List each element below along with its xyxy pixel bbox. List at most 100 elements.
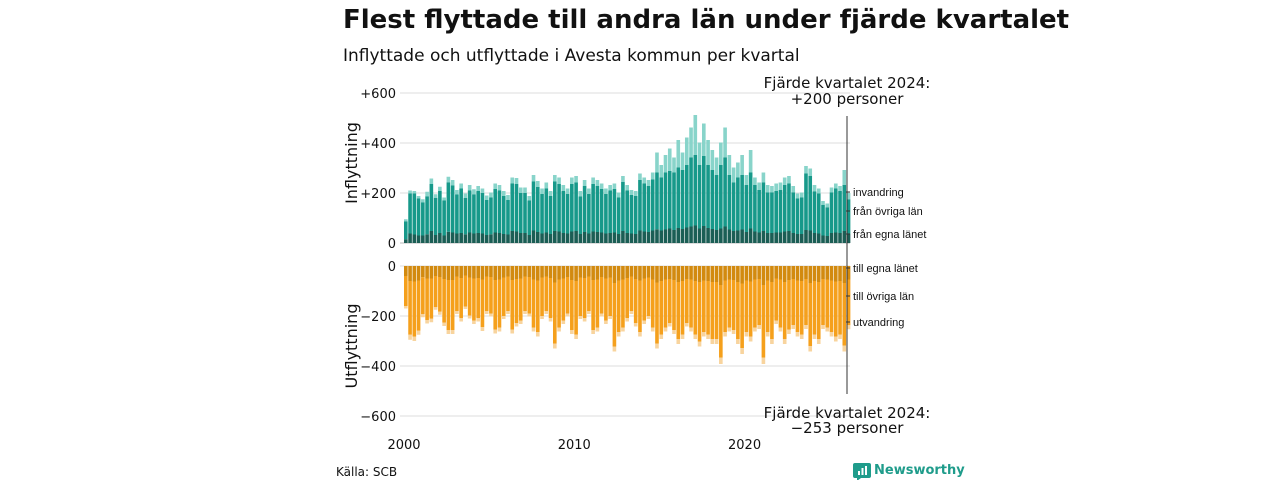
bar-inflow-other — [587, 194, 591, 234]
bar-inflow-other — [535, 187, 540, 232]
bar-inflow-own — [587, 233, 591, 243]
bar-inflow-own — [404, 239, 408, 243]
bar-inflow-immigration — [833, 183, 838, 189]
bar-outflow-emigration — [518, 320, 523, 324]
bar-outflow-emigration — [438, 311, 442, 315]
bar-outflow-own — [582, 266, 587, 278]
bar-outflow-emigration — [702, 332, 706, 337]
bar-inflow-immigration — [770, 186, 774, 193]
bar-outflow-own — [531, 266, 536, 280]
bar-inflow-immigration — [808, 168, 813, 176]
inflow-axis-title: Inflyttning — [342, 122, 361, 204]
bar-outflow-emigration — [412, 336, 417, 341]
bar-outflow-other — [655, 282, 659, 344]
bar-outflow-other — [578, 277, 583, 316]
bars — [404, 115, 851, 364]
bar-outflow-own — [702, 266, 706, 281]
bar-outflow-own — [723, 266, 727, 281]
bar-outflow-other — [412, 281, 417, 337]
bar-inflow-immigration — [774, 183, 778, 191]
bar-inflow-own — [591, 231, 595, 243]
bar-inflow-other — [421, 202, 425, 236]
bar-inflow-immigration — [838, 186, 842, 191]
bar-inflow-own — [821, 235, 825, 243]
bar-outflow-other — [595, 279, 600, 328]
bar-outflow-other — [804, 279, 808, 325]
outflow-axis-title: Utflyttning — [342, 304, 361, 389]
bar-inflow-own — [808, 230, 813, 243]
bar-outflow-emigration — [816, 339, 821, 344]
bar-inflow-own — [816, 233, 821, 243]
bar-outflow-other — [548, 278, 553, 318]
bar-outflow-own — [476, 266, 480, 278]
bar-inflow-other — [833, 188, 838, 233]
bar-outflow-other — [540, 277, 544, 316]
bar-outflow-own — [642, 266, 647, 279]
y-tick-top: 0 — [388, 237, 396, 252]
bar-outflow-own — [676, 266, 681, 282]
bar-outflow-emigration — [501, 316, 506, 319]
bar-outflow-emigration — [621, 327, 625, 332]
bar-inflow-immigration — [633, 191, 638, 196]
bar-inflow-own — [744, 232, 749, 243]
bar-outflow-own — [791, 266, 796, 279]
bar-outflow-other — [753, 279, 757, 328]
bar-outflow-own — [787, 266, 791, 280]
bar-inflow-own — [778, 232, 783, 243]
bar-inflow-immigration — [706, 140, 710, 165]
bar-outflow-own — [608, 266, 612, 278]
legend-label-inflow: invandring — [853, 187, 904, 199]
bar-inflow-immigration — [680, 152, 685, 170]
bar-inflow-other — [740, 175, 744, 230]
y-tick-bottom: −200 — [360, 310, 396, 325]
bar-inflow-other — [719, 165, 723, 229]
bar-inflow-own — [633, 234, 638, 243]
bar-inflow-immigration — [591, 177, 595, 184]
bar-inflow-own — [812, 233, 817, 243]
bar-outflow-emigration — [736, 339, 740, 344]
bar-outflow-emigration — [821, 325, 825, 329]
bar-outflow-other — [612, 283, 617, 347]
bar-outflow-other — [642, 278, 647, 321]
bar-outflow-other — [553, 282, 557, 344]
bar-inflow-immigration — [506, 195, 510, 200]
bar-inflow-immigration — [476, 186, 480, 191]
bar-outflow-other — [493, 280, 498, 330]
bar-inflow-other — [506, 200, 510, 235]
bar-outflow-emigration — [825, 327, 830, 332]
bar-inflow-immigration — [604, 188, 608, 194]
bar-inflow-other — [787, 183, 791, 231]
bar-inflow-other — [442, 200, 446, 236]
bar-inflow-immigration — [518, 187, 523, 193]
bar-outflow-emigration — [629, 311, 634, 314]
bar-inflow-other — [455, 194, 459, 234]
bar-inflow-own — [421, 235, 425, 243]
bar-inflow-other — [842, 185, 847, 231]
bar-outflow-emigration — [684, 323, 689, 327]
bar-outflow-emigration — [646, 316, 651, 319]
bar-outflow-other — [604, 278, 608, 321]
bar-outflow-emigration — [446, 330, 451, 334]
bar-inflow-immigration — [829, 187, 834, 193]
bar-outflow-own — [595, 266, 600, 280]
bar-inflow-own — [842, 231, 847, 243]
bar-inflow-other — [591, 184, 595, 232]
bar-outflow-emigration — [757, 325, 761, 329]
bar-outflow-own — [480, 266, 485, 280]
bar-outflow-other — [774, 278, 778, 321]
bar-inflow-immigration — [625, 185, 629, 191]
bar-inflow-immigration — [459, 183, 463, 189]
y-tick-bottom: −600 — [360, 410, 396, 425]
bar-inflow-immigration — [527, 196, 532, 201]
bar-outflow-other — [787, 280, 791, 330]
bar-outflow-emigration — [633, 323, 638, 327]
bar-inflow-own — [740, 229, 744, 243]
bar-inflow-other — [659, 177, 664, 231]
bar-outflow-other — [425, 278, 429, 320]
bar-inflow-other — [697, 165, 702, 229]
bar-inflow-own — [770, 233, 774, 243]
bar-inflow-own — [829, 233, 834, 243]
bar-inflow-own — [493, 232, 498, 243]
bar-outflow-other — [616, 280, 621, 332]
bar-outflow-own — [493, 266, 498, 280]
